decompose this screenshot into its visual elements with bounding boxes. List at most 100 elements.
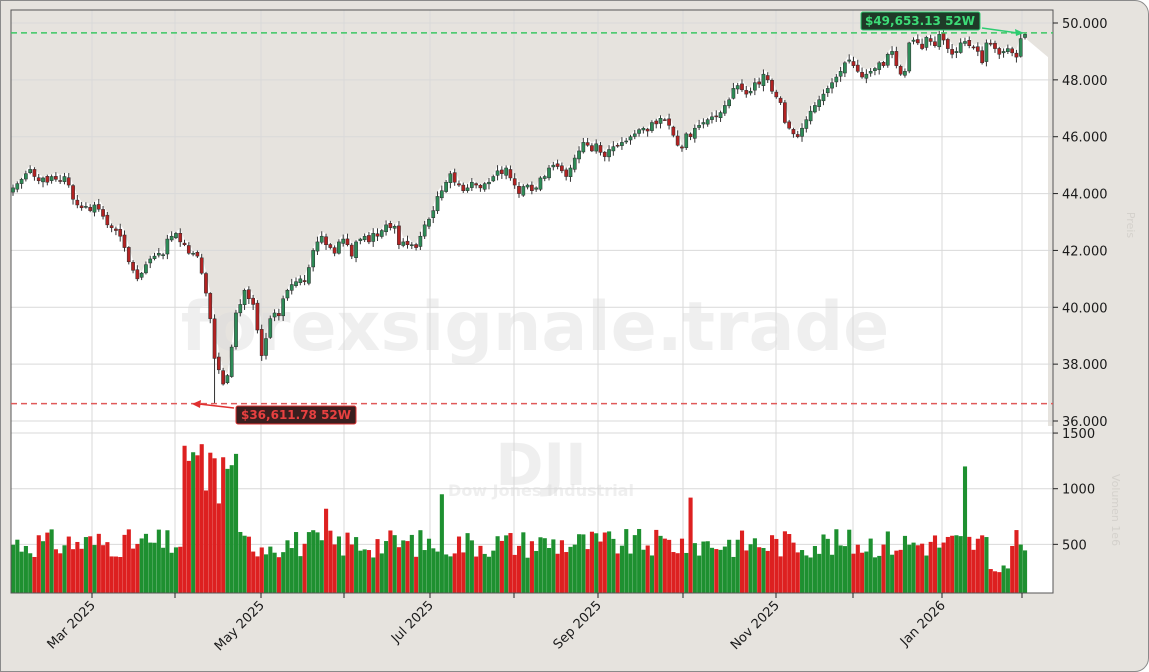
candle-body [88, 207, 93, 211]
volume-bar [619, 545, 625, 593]
volume-bar [461, 552, 466, 593]
volume-bar [937, 547, 942, 593]
volume-bar [311, 530, 316, 593]
candle-body [881, 61, 886, 66]
candle-body [752, 82, 757, 91]
volume-bar [186, 460, 191, 593]
candle-body [379, 230, 384, 237]
volume-bar [971, 549, 976, 593]
volume-bar [225, 468, 230, 593]
volume-bar [182, 445, 187, 593]
candle-body [152, 255, 157, 259]
candle-body [358, 238, 363, 241]
candle-body [24, 173, 28, 180]
price-tick-label: 38.000 [1062, 358, 1108, 373]
volume-bar [821, 534, 826, 593]
candle-body [319, 235, 324, 243]
volume-bar [1005, 568, 1010, 593]
candle-body [307, 267, 311, 284]
candle-body [302, 280, 307, 282]
candle-body [525, 184, 530, 188]
volume-bar [697, 555, 702, 593]
price-tick-label: 42.000 [1062, 244, 1108, 259]
volume-bar [79, 548, 84, 593]
volume-bar [272, 552, 277, 593]
candle-body [66, 177, 71, 186]
candle-body [487, 181, 491, 185]
volume-bar [1014, 530, 1019, 593]
candle-body [740, 83, 744, 91]
volume-bar [482, 553, 487, 593]
volume-bar [997, 572, 1002, 593]
volume-bar [414, 556, 419, 593]
candle-body [945, 39, 950, 49]
candle-body [448, 173, 453, 183]
candle-body [1010, 48, 1014, 54]
candle-body [907, 42, 912, 72]
volume-tick-label: 1500 [1062, 427, 1095, 442]
volume-bar [894, 550, 899, 593]
candle-body [216, 356, 221, 371]
candle-body [594, 143, 599, 152]
candle-body [191, 253, 195, 255]
volume-bar [529, 541, 534, 593]
volume-bar [581, 534, 586, 593]
volume-bar [426, 538, 432, 593]
candle-body [997, 48, 1002, 55]
candle-body [555, 163, 560, 167]
candle-body [598, 145, 603, 153]
candle-body [465, 187, 470, 191]
candle-body [843, 62, 847, 74]
volume-bar [452, 553, 457, 593]
candle-body [388, 223, 393, 228]
volume-bar [992, 571, 998, 593]
candle-body [568, 167, 573, 177]
candle-body [585, 142, 590, 146]
volume-bar [907, 544, 912, 593]
candle-body [422, 224, 427, 237]
candle-body [915, 39, 920, 44]
volume-bar [594, 533, 599, 593]
candle-body [45, 176, 50, 183]
volume-bar [504, 535, 509, 593]
volume-bar [161, 547, 166, 593]
candle-body [19, 179, 24, 184]
volume-bar [165, 530, 170, 593]
candle-body [645, 128, 650, 132]
candle-body [491, 176, 496, 182]
volume-bar [834, 529, 839, 593]
candle-body [628, 136, 633, 141]
volume-bar [19, 551, 24, 593]
candle-body [405, 240, 410, 245]
volume-bar [808, 557, 813, 593]
price-axis-label: Preis [1124, 212, 1137, 239]
low-52w-badge [235, 405, 357, 425]
volume-bar [521, 532, 526, 593]
volume-bar [564, 552, 569, 593]
price-tick-label: 48.000 [1062, 74, 1108, 89]
high-52w-arrow [981, 27, 1019, 34]
volume-bar [122, 534, 127, 593]
candle-body [821, 93, 826, 102]
candle-body [71, 185, 75, 200]
candle-body [538, 177, 543, 190]
price-tick-label: 44.000 [1062, 188, 1108, 203]
volume-bar [11, 544, 16, 593]
volume-bar [191, 452, 196, 593]
candle-body [126, 247, 131, 263]
candle-body [96, 204, 101, 210]
candle-body [714, 115, 719, 118]
volume-bar [366, 550, 372, 593]
candle-body [735, 85, 740, 90]
candle-body [49, 176, 54, 181]
candle-body [710, 116, 714, 120]
volume-bar [735, 539, 740, 593]
volume-bar [778, 556, 783, 593]
volume-bar [1023, 550, 1028, 593]
volume-bar [221, 457, 226, 593]
candle-body [375, 233, 380, 237]
candle-body [864, 73, 869, 79]
candle-body [139, 272, 144, 278]
volume-bar [744, 550, 749, 593]
volume-bar [637, 528, 642, 593]
